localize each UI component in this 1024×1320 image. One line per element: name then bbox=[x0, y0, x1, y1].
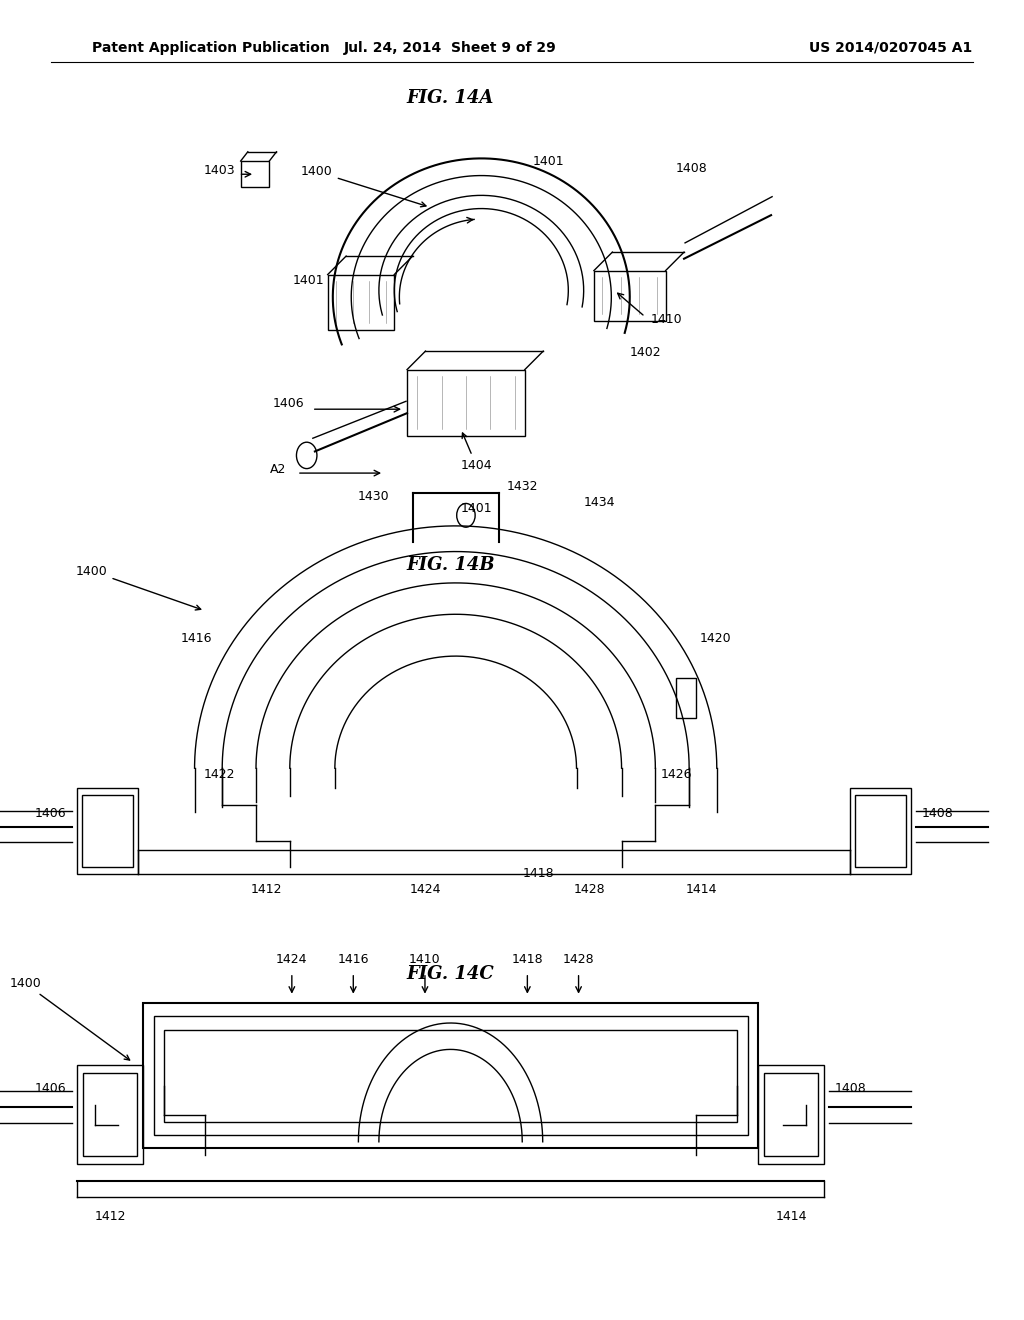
Text: 1406: 1406 bbox=[273, 396, 305, 409]
Text: 1406: 1406 bbox=[35, 1082, 67, 1096]
Text: FIG. 14C: FIG. 14C bbox=[407, 965, 495, 983]
Bar bbox=[164, 1030, 737, 1122]
Text: 1426: 1426 bbox=[660, 768, 692, 781]
Text: 1400: 1400 bbox=[301, 165, 426, 207]
Bar bbox=[758, 1065, 824, 1164]
Text: 1408: 1408 bbox=[835, 1082, 866, 1096]
Text: 1418: 1418 bbox=[522, 867, 554, 880]
Text: 1430: 1430 bbox=[357, 490, 389, 503]
Text: 1420: 1420 bbox=[699, 632, 731, 644]
Text: FIG. 14B: FIG. 14B bbox=[407, 556, 495, 574]
Bar bbox=[850, 788, 911, 874]
Text: 1403: 1403 bbox=[204, 164, 236, 177]
Text: Jul. 24, 2014  Sheet 9 of 29: Jul. 24, 2014 Sheet 9 of 29 bbox=[344, 41, 557, 54]
Bar bbox=[77, 1065, 143, 1164]
Text: 1432: 1432 bbox=[507, 479, 539, 492]
Text: Patent Application Publication: Patent Application Publication bbox=[92, 41, 330, 54]
Text: 1414: 1414 bbox=[775, 1210, 807, 1224]
Text: 1424: 1424 bbox=[276, 953, 307, 966]
Text: 1401: 1401 bbox=[461, 502, 492, 515]
Text: 1401: 1401 bbox=[532, 154, 564, 168]
Text: 1404: 1404 bbox=[461, 433, 492, 471]
Text: FIG. 14A: FIG. 14A bbox=[407, 88, 495, 107]
Bar bbox=[154, 1016, 748, 1135]
Text: 1406: 1406 bbox=[35, 808, 67, 820]
Text: 1400: 1400 bbox=[76, 565, 201, 610]
Bar bbox=[676, 678, 696, 718]
Bar bbox=[143, 1003, 758, 1148]
Text: 1414: 1414 bbox=[686, 883, 718, 896]
Bar bbox=[77, 788, 138, 874]
Text: 1401: 1401 bbox=[293, 273, 325, 286]
Text: 1402: 1402 bbox=[630, 346, 662, 359]
Text: 1400: 1400 bbox=[9, 977, 130, 1060]
Text: 1416: 1416 bbox=[338, 953, 369, 966]
Text: 1428: 1428 bbox=[573, 883, 605, 896]
Text: US 2014/0207045 A1: US 2014/0207045 A1 bbox=[809, 41, 973, 54]
Bar bbox=[82, 795, 133, 867]
Text: A2: A2 bbox=[270, 462, 287, 475]
Text: 1412: 1412 bbox=[94, 1210, 126, 1224]
Text: 1418: 1418 bbox=[512, 953, 543, 966]
Bar bbox=[764, 1073, 818, 1156]
Text: 1408: 1408 bbox=[676, 161, 708, 174]
Text: 1410: 1410 bbox=[410, 953, 440, 966]
Text: 1422: 1422 bbox=[204, 768, 236, 781]
Bar bbox=[328, 275, 394, 330]
Text: 1408: 1408 bbox=[922, 808, 953, 820]
Bar bbox=[855, 795, 906, 867]
Text: 1416: 1416 bbox=[180, 632, 212, 644]
Text: 1412: 1412 bbox=[251, 883, 282, 896]
Text: 1434: 1434 bbox=[584, 495, 615, 508]
Bar bbox=[83, 1073, 137, 1156]
Text: 1428: 1428 bbox=[563, 953, 594, 966]
Bar bbox=[594, 271, 666, 321]
Bar bbox=[241, 161, 269, 187]
Text: 1424: 1424 bbox=[410, 883, 440, 896]
Text: 1410: 1410 bbox=[650, 313, 682, 326]
